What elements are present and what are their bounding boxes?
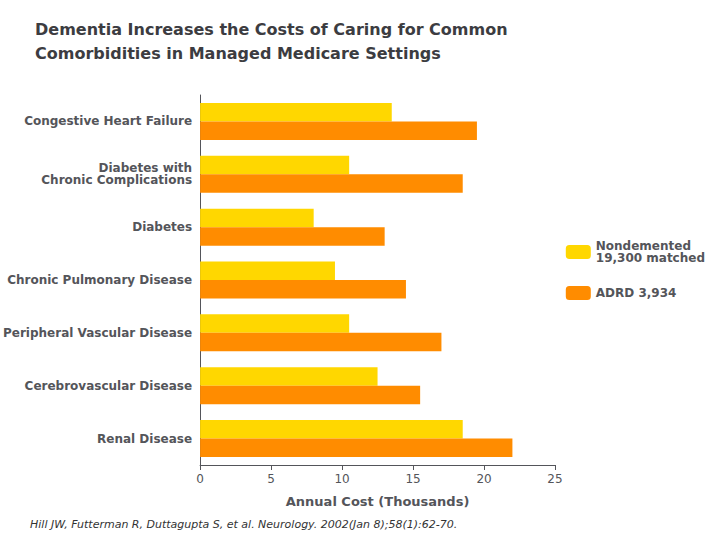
svg-text:20: 20: [476, 472, 491, 486]
svg-text:Dementia Increases the Costs o: Dementia Increases the Costs of Caring f…: [35, 20, 508, 39]
svg-text:5: 5: [267, 472, 275, 486]
svg-text:0: 0: [196, 472, 204, 486]
svg-text:ADRD 3,934: ADRD 3,934: [596, 286, 677, 300]
svg-text:Chronic Complications: Chronic Complications: [41, 173, 192, 187]
svg-text:Chronic Pulmonary Disease: Chronic Pulmonary Disease: [7, 273, 192, 287]
svg-text:Diabetes with: Diabetes with: [98, 161, 193, 176]
svg-text:Hill JW, Futterman R, Duttagup: Hill JW, Futterman R, Duttagupta S, et a…: [30, 518, 457, 531]
svg-text:Renal Disease: Renal Disease: [97, 432, 192, 446]
svg-text:19,300 matched: 19,300 matched: [596, 251, 705, 265]
svg-text:25: 25: [547, 472, 562, 486]
svg-text:Nondemented: Nondemented: [595, 239, 691, 253]
svg-text:Peripheral Vascular Disease: Peripheral Vascular Disease: [3, 326, 192, 340]
svg-text:10: 10: [334, 472, 349, 486]
svg-text:Cerebrovascular Disease: Cerebrovascular Disease: [25, 379, 193, 393]
svg-text:Congestive Heart Failure: Congestive Heart Failure: [24, 114, 192, 128]
svg-text:Diabetes: Diabetes: [132, 220, 192, 234]
svg-text:Annual Cost (Thousands): Annual Cost (Thousands): [286, 494, 470, 509]
svg-text:15: 15: [405, 472, 420, 486]
svg-text:Comorbidities in Managed Medic: Comorbidities in Managed Medicare Settin…: [35, 44, 441, 63]
